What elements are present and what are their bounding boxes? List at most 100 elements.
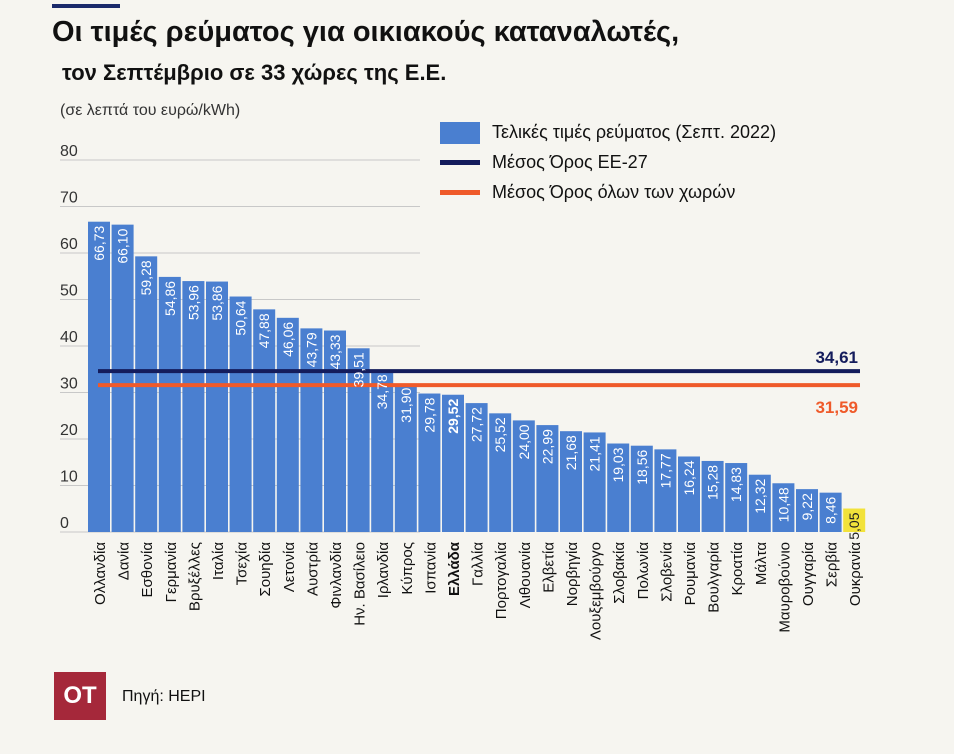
bar [489, 413, 512, 532]
x-tick-label: Μάλτα [753, 542, 770, 585]
value-label: 66,10 [115, 228, 131, 263]
legend-label-eu27: Μέσος Όρος ΕΕ-27 [492, 152, 648, 172]
x-tick-label: Βρυξέλλες [186, 542, 203, 611]
y-axis-units: (σε λεπτά του ευρώ/kWh) [60, 102, 241, 119]
bar [748, 474, 771, 532]
publisher-logo: OT [54, 672, 106, 720]
bar [701, 460, 724, 532]
value-label: 53,86 [209, 285, 225, 320]
bar [253, 309, 276, 532]
bar [158, 276, 181, 532]
x-tick-label: Ουκρανία [847, 542, 864, 606]
x-tick-label: Αυστρία [304, 542, 321, 596]
y-tick-label: 40 [60, 329, 78, 346]
value-label: 9,22 [799, 493, 815, 520]
value-label: 34,78 [374, 374, 390, 409]
x-tick-label: Βουλγαρία [706, 542, 723, 613]
bar [442, 394, 464, 532]
x-tick-label: Πολωνία [635, 542, 652, 600]
chart-subtitle: τον Σεπτέμβριο σε 33 χώρες της Ε.Ε. [62, 60, 447, 85]
bar [796, 489, 818, 532]
value-label: 15,28 [705, 465, 721, 500]
bar [819, 492, 842, 532]
y-tick-label: 0 [60, 515, 69, 532]
value-label: 50,64 [233, 300, 249, 335]
x-tick-label: Λιθουανία [517, 542, 534, 609]
value-label: 27,72 [469, 407, 485, 442]
bar [465, 403, 488, 532]
y-tick-label: 70 [60, 190, 78, 207]
reference-line-label: 31,59 [815, 398, 858, 417]
x-tick-label: Γαλλία [470, 542, 487, 586]
x-tick-label: Φινλανδία [328, 542, 345, 609]
value-label: 43,33 [327, 334, 343, 369]
legend-label-all: Μέσος Όρος όλων των χωρών [492, 182, 736, 202]
value-label: 19,03 [610, 447, 626, 482]
legend-bar-swatch [440, 122, 480, 144]
x-tick-label: Λουξεμβούργο [588, 542, 605, 640]
value-label: 59,28 [138, 260, 154, 295]
x-tick-label: Δανία [116, 542, 133, 581]
bar [300, 328, 323, 532]
bar [725, 463, 748, 532]
value-label: 10,48 [775, 487, 791, 522]
bar [206, 281, 228, 532]
x-tick-label: Πορτογαλία [493, 542, 510, 620]
bar [512, 420, 535, 532]
value-label: 22,99 [539, 429, 555, 464]
bar [88, 221, 110, 532]
value-label: 66,73 [91, 226, 107, 261]
bar [347, 348, 370, 532]
bar [630, 445, 653, 532]
bar [371, 370, 394, 532]
value-label: 39,51 [351, 352, 367, 387]
x-tick-label: Ουγγαρία [800, 542, 817, 606]
value-label: 24,00 [516, 424, 532, 459]
y-tick-label: 10 [60, 469, 78, 486]
value-label: 43,79 [303, 332, 319, 367]
value-label: 21,41 [587, 436, 603, 471]
bar [607, 443, 630, 532]
x-tick-label: Λετονία [281, 542, 298, 593]
reference-line-label: 34,61 [815, 348, 858, 367]
chart-title: Οι τιμές ρεύματος για οικιακούς καταναλω… [52, 16, 680, 48]
bar [843, 508, 866, 532]
y-tick-label: 80 [60, 143, 78, 160]
x-tick-label: Κύπρος [399, 542, 416, 595]
value-label: 21,68 [563, 435, 579, 470]
source-note: Πηγή: HEPI [122, 688, 206, 705]
legend-all-swatch [440, 190, 480, 195]
y-tick-label: 30 [60, 376, 78, 393]
bar [418, 393, 441, 532]
x-tick-label: Ιταλία [210, 542, 227, 580]
x-tick-label: Σλοβακία [611, 542, 628, 604]
x-tick-label: Ην. Βασίλειο [352, 542, 369, 626]
x-tick-label: Ισπανία [422, 542, 439, 594]
y-tick-label: 20 [60, 422, 78, 439]
x-tick-label: Γερμανία [163, 542, 180, 603]
value-label: 5,05 [846, 512, 862, 539]
x-tick-label: Μαυροβούνιο [776, 542, 793, 633]
x-tick-label: Ελβετία [540, 542, 557, 593]
value-label: 29,78 [421, 397, 437, 432]
value-label: 16,24 [681, 460, 697, 495]
value-label: 14,83 [728, 467, 744, 502]
legend-eu27-swatch [440, 160, 480, 165]
x-tick-label: Νορβηγία [564, 542, 581, 607]
bar [182, 281, 205, 532]
value-label: 46,06 [280, 322, 296, 357]
x-tick-label: Ολλανδία [92, 542, 109, 605]
legend-label-bars: Τελικές τιμές ρεύματος (Σεπτ. 2022) [492, 122, 777, 142]
y-tick-label: 50 [60, 283, 78, 300]
bar [324, 330, 346, 532]
x-tick-label: Σερβία [824, 542, 841, 587]
x-tick-label: Ελλάδα [446, 541, 463, 596]
value-label: 17,77 [657, 453, 673, 488]
bar [772, 483, 795, 532]
bar [536, 425, 559, 532]
value-label: 47,88 [256, 313, 272, 348]
x-tick-label: Σουηδία [257, 542, 274, 597]
value-label: 54,86 [162, 281, 178, 316]
value-label: 53,96 [185, 285, 201, 320]
